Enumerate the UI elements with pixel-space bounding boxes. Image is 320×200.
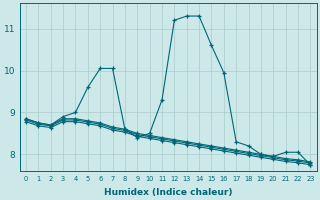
X-axis label: Humidex (Indice chaleur): Humidex (Indice chaleur) xyxy=(104,188,232,197)
